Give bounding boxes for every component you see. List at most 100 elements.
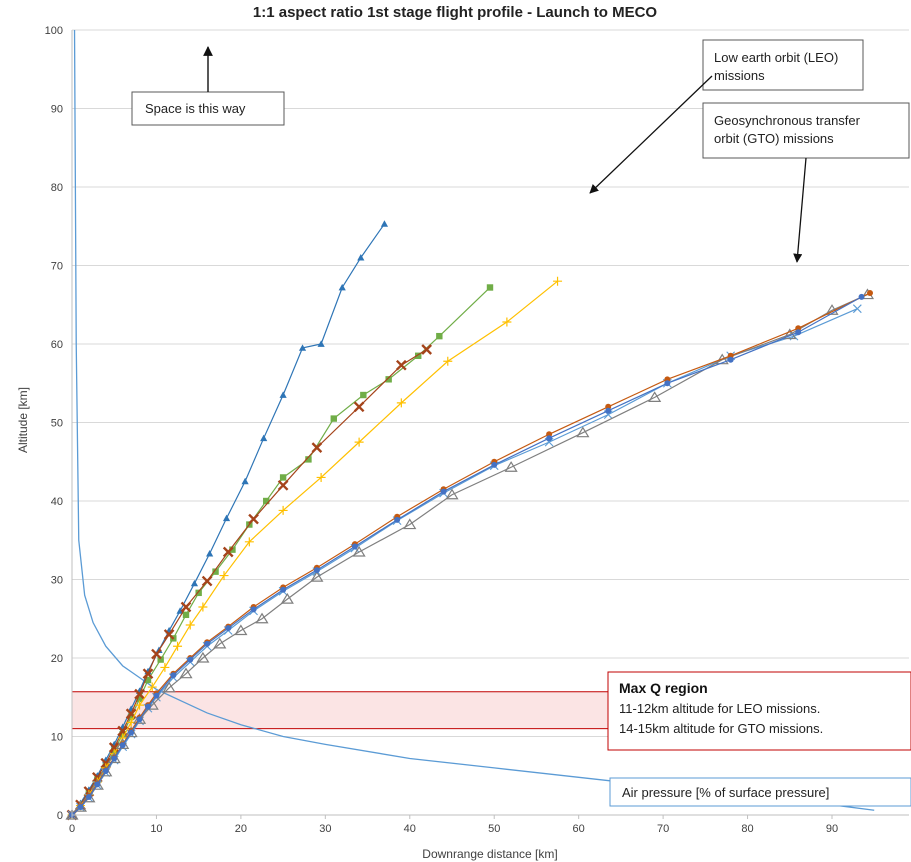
series-2-point-14 (222, 546, 234, 558)
series-3-point-9 (147, 682, 157, 692)
series-3-point-10 (160, 662, 170, 672)
x-tick-label-90: 90 (826, 823, 838, 835)
pressure-callout-label: Air pressure [% of surface pressure] (622, 785, 829, 800)
max-q-callout-title: Max Q region (619, 680, 708, 696)
series-7-point-26 (795, 329, 802, 336)
series-3-point-11 (173, 641, 183, 651)
series-2-point-15 (248, 513, 259, 525)
series-2-point-6 (117, 725, 129, 737)
series-3-point-18 (354, 437, 364, 447)
series-3-point-22 (553, 276, 563, 286)
leo-callout-line2: missions (714, 68, 765, 83)
series-1-point-24 (436, 332, 443, 340)
series-3-point-14 (219, 571, 229, 581)
y-tick-label-70: 70 (51, 261, 63, 273)
series-0-point-17 (260, 434, 268, 442)
series-7-point-19 (394, 516, 401, 523)
series-2-point-19 (395, 359, 407, 371)
series-7-point-12 (187, 656, 194, 663)
x-tick-label-60: 60 (573, 823, 585, 835)
series-5-point-18 (352, 545, 366, 557)
series-1-point-17 (263, 497, 270, 505)
series-7-point-4 (102, 768, 109, 775)
series-7-point-16 (280, 586, 287, 593)
series-7-point-2 (85, 793, 92, 800)
y-tick-label-40: 40 (51, 496, 63, 508)
x-tick-label-80: 80 (741, 823, 753, 835)
series-1-point-20 (330, 415, 337, 422)
series-1-point-13 (195, 589, 202, 597)
series-1-point-9 (144, 676, 152, 684)
series-2-point-18 (353, 401, 365, 413)
series-5-point-22 (576, 426, 590, 438)
series-0-point-22 (357, 254, 365, 261)
series-7-line (71, 296, 862, 816)
max-q-callout: Max Q region 11-12km altitude for LEO mi… (607, 671, 911, 751)
pressure-callout-box (609, 777, 911, 807)
series-7-point-6 (119, 742, 126, 749)
x-tick-label-10: 10 (150, 823, 162, 835)
series-2-point-5 (108, 742, 120, 753)
series-3-point-13 (198, 602, 208, 612)
series-5-point-10 (162, 681, 176, 693)
series-3-point-19 (396, 398, 406, 408)
max-q-callout-line1: 11-12km altitude for LEO missions. (619, 701, 820, 716)
y-axis-title: Altitude [km] (16, 387, 30, 453)
series-7-point-22 (546, 435, 553, 442)
series-3-point-17 (316, 472, 326, 482)
series-0-point-21 (338, 283, 346, 291)
series-7-point-11 (170, 672, 177, 679)
series-0-point-13 (190, 579, 199, 587)
series-7-point-20 (440, 488, 447, 495)
gto-callout: Geosynchronous transfer orbit (GTO) miss… (702, 102, 910, 263)
series-7-point-1 (77, 804, 84, 811)
series-5-point-13 (213, 637, 227, 649)
series-1-point-18 (279, 474, 287, 481)
y-tick-label-50: 50 (51, 418, 63, 430)
series-0-point-12 (176, 607, 184, 614)
x-tick-label-70: 70 (657, 823, 669, 835)
series-2-point-20 (421, 344, 433, 355)
x-axis-title: Downrange distance [km] (422, 847, 557, 861)
series-7-point-8 (136, 716, 143, 723)
leo-arrow (589, 75, 713, 194)
series-2-point-12 (180, 601, 192, 613)
y-tick-label-60: 60 (51, 339, 63, 351)
series-7-point-18 (351, 543, 358, 550)
series-7-point-5 (111, 755, 118, 762)
x-tick-label-0: 0 (69, 823, 75, 835)
max-q-band (71, 691, 609, 730)
max-q-callout-box (607, 671, 911, 751)
gto-callout-line2: orbit (GTO) missions (714, 131, 834, 146)
series-3 (67, 276, 563, 820)
series-7-point-25 (727, 356, 734, 363)
axes: 0 10 20 30 40 50 60 70 80 90 100 0 10 20 30 40 50 60 70 80 9… (45, 25, 909, 835)
gto-callout-line1: Geosynchronous transfer (714, 113, 861, 128)
space-callout-box (131, 91, 285, 126)
series-7-point-21 (491, 461, 498, 468)
series-0-point-20 (317, 340, 325, 347)
y-tick-label-100: 100 (45, 25, 63, 37)
series-5-point-15 (255, 612, 269, 624)
series-2-point-16 (277, 479, 289, 491)
y-tick-label-90: 90 (51, 104, 63, 116)
pressure-callout: Air pressure [% of surface pressure] (609, 777, 911, 807)
gto-arrow (793, 157, 807, 263)
series-2-point-9 (142, 668, 154, 680)
leo-callout-line1: Low earth orbit (LEO) (714, 50, 838, 65)
series-7-point-9 (145, 703, 151, 710)
series-5-point-16 (280, 592, 294, 604)
series-5-point-20 (445, 488, 459, 500)
series-layer (65, 220, 875, 821)
series-7-point-10 (153, 692, 160, 699)
y-tick-label-20: 20 (51, 653, 63, 665)
x-tick-label-20: 20 (235, 823, 247, 835)
series-2-point-11 (163, 629, 175, 640)
y-tick-label-10: 10 (51, 732, 63, 744)
series-7-point-23 (605, 407, 612, 414)
y-tick-label-0: 0 (57, 810, 63, 822)
series-0-point-14 (206, 549, 214, 557)
chart-title: 1:1 aspect ratio 1st stage flight profil… (253, 4, 658, 21)
series-7-point-3 (94, 781, 101, 788)
